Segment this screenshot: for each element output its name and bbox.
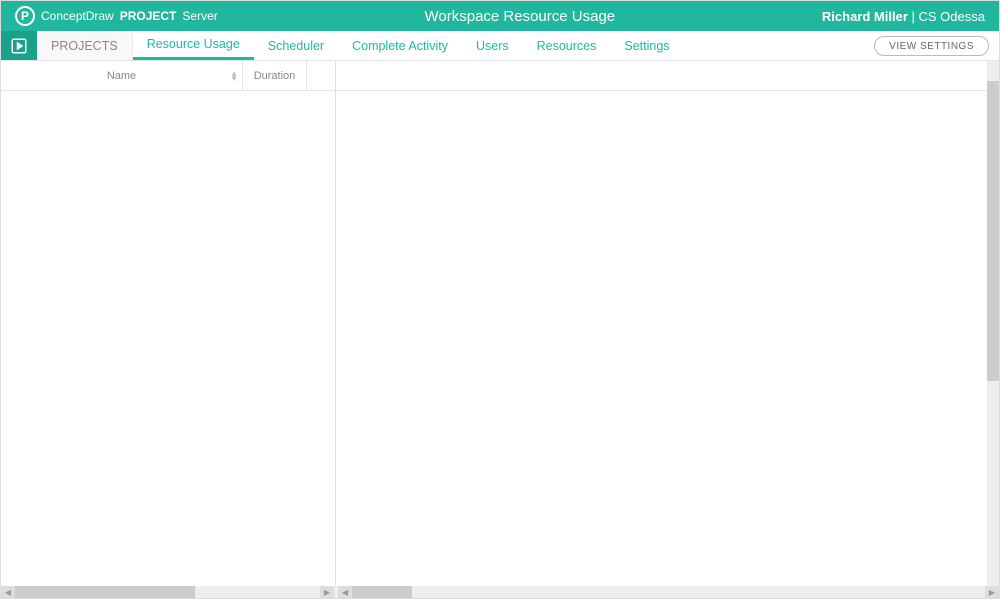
topbar: P ConceptDraw PROJECT Server Workspace R…: [1, 1, 999, 31]
navbar: PROJECTSResource UsageSchedulerComplete …: [1, 31, 999, 61]
brand-logo-icon: P: [15, 6, 35, 26]
brand-bold: PROJECT: [120, 9, 177, 23]
vertical-scroll-thumb[interactable]: [987, 81, 999, 381]
nav-tab-scheduler[interactable]: Scheduler: [254, 31, 338, 60]
scroll-left-icon-2[interactable]: ◀: [338, 586, 352, 598]
nav-tab-complete-activity[interactable]: Complete Activity: [338, 31, 462, 60]
sort-icon[interactable]: ▲▼: [230, 71, 238, 81]
user-block[interactable]: Richard Miller | CS Odessa: [822, 9, 985, 24]
timeline-body: [336, 91, 999, 586]
nav-tab-projects[interactable]: PROJECTS: [37, 31, 133, 60]
brand: P ConceptDraw PROJECT Server: [15, 6, 218, 26]
user-name: Richard Miller: [822, 9, 908, 24]
right-pane: [336, 61, 999, 586]
nav-tab-users[interactable]: Users: [462, 31, 523, 60]
col-header-duration[interactable]: Duration: [243, 61, 307, 90]
scroll-right-icon-2[interactable]: ▶: [985, 586, 999, 598]
scroll-right-icon[interactable]: ▶: [320, 586, 334, 598]
user-org: CS Odessa: [919, 9, 985, 24]
app-window: P ConceptDraw PROJECT Server Workspace R…: [0, 0, 1000, 599]
nav-tabs: PROJECTSResource UsageSchedulerComplete …: [37, 31, 874, 60]
nav-tab-resources[interactable]: Resources: [523, 31, 611, 60]
col-header-name[interactable]: Name ▲▼: [1, 61, 243, 90]
vertical-scrollbar[interactable]: [987, 61, 999, 586]
brand-prefix: ConceptDraw: [41, 9, 114, 23]
scroll-left-icon[interactable]: ◀: [1, 586, 15, 598]
scroll-thumb-right[interactable]: [352, 586, 412, 598]
timeline-header: [336, 61, 999, 91]
sidebar-toggle-icon[interactable]: [1, 31, 37, 60]
nav-tab-settings[interactable]: Settings: [610, 31, 683, 60]
nav-tab-resource-usage[interactable]: Resource Usage: [133, 31, 254, 60]
left-header: Name ▲▼ Duration: [1, 61, 335, 91]
main-content: Name ▲▼ Duration: [1, 61, 999, 586]
view-settings-button[interactable]: VIEW SETTINGS: [874, 36, 989, 56]
brand-suffix: Server: [182, 9, 217, 23]
rows-left: [1, 91, 335, 586]
page-title: Workspace Resource Usage: [218, 8, 822, 25]
left-pane: Name ▲▼ Duration: [1, 61, 336, 586]
horizontal-scrollbar[interactable]: ◀ ▶ ◀ ▶: [1, 586, 999, 598]
scroll-thumb-left[interactable]: [15, 586, 195, 598]
